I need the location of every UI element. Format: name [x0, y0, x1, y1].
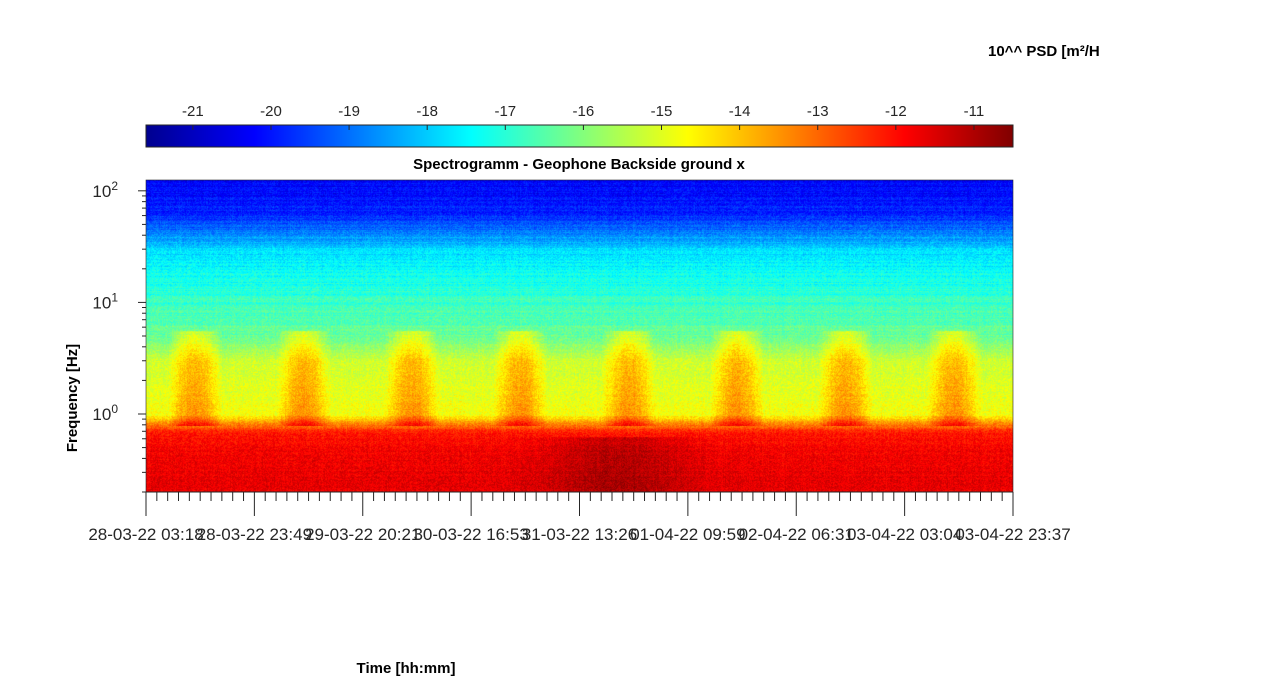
x-tick-label: 02-04-22 06:31 — [739, 525, 854, 544]
x-tick-label: 28-03-22 23:49 — [197, 525, 312, 544]
y-axis-label: Frequency [Hz] — [64, 344, 81, 452]
spectrogram-heatmap — [146, 180, 1013, 492]
colorbar-ticks: -21 -20 -19 -18 -17 -16 -15 -14 -13 -12 -11 — [182, 103, 984, 130]
y-tick-label: 101 — [92, 290, 118, 312]
y-tick-label: 102 — [92, 179, 118, 201]
colorbar-tick-label: -15 — [651, 103, 673, 120]
x-tick-label: 30-03-22 16:53 — [413, 525, 528, 544]
x-tick-label: 03-04-22 03:04 — [847, 525, 962, 544]
x-tick-label: 28-03-22 03:18 — [88, 525, 203, 544]
colorbar-tick-label: -11 — [964, 103, 985, 120]
colorbar-label: 10^^ PSD [m²/H — [988, 43, 1100, 60]
x-tick-label: 29-03-22 20:21 — [305, 525, 420, 544]
colorbar-tick-label: -12 — [885, 103, 907, 120]
y-axis: 100 101 102 — [92, 179, 146, 493]
colorbar-tick-label: -17 — [494, 103, 516, 120]
colorbar — [145, 124, 1014, 148]
colorbar-tick-label: -16 — [573, 103, 595, 120]
colorbar-tick-label: -20 — [260, 103, 282, 120]
y-tick-label: 100 — [92, 402, 118, 424]
colorbar-tick-label: -21 — [182, 103, 204, 120]
x-tick-label: 01-04-22 09:59 — [630, 525, 745, 544]
x-tick-label: 03-04-22 23:37 — [955, 525, 1070, 544]
colorbar-tick-label: -13 — [807, 103, 829, 120]
spectrogram-plot-area — [145, 179, 1014, 493]
colorbar-tick-label: -14 — [729, 103, 751, 120]
x-tick-label: 31-03-22 13:26 — [522, 525, 637, 544]
chart-title: Spectrogramm - Geophone Backside ground … — [413, 156, 745, 173]
x-axis-label: Time [hh:mm] — [357, 660, 456, 677]
colorbar-tick-label: -18 — [416, 103, 438, 120]
colorbar-tick-label: -19 — [338, 103, 360, 120]
